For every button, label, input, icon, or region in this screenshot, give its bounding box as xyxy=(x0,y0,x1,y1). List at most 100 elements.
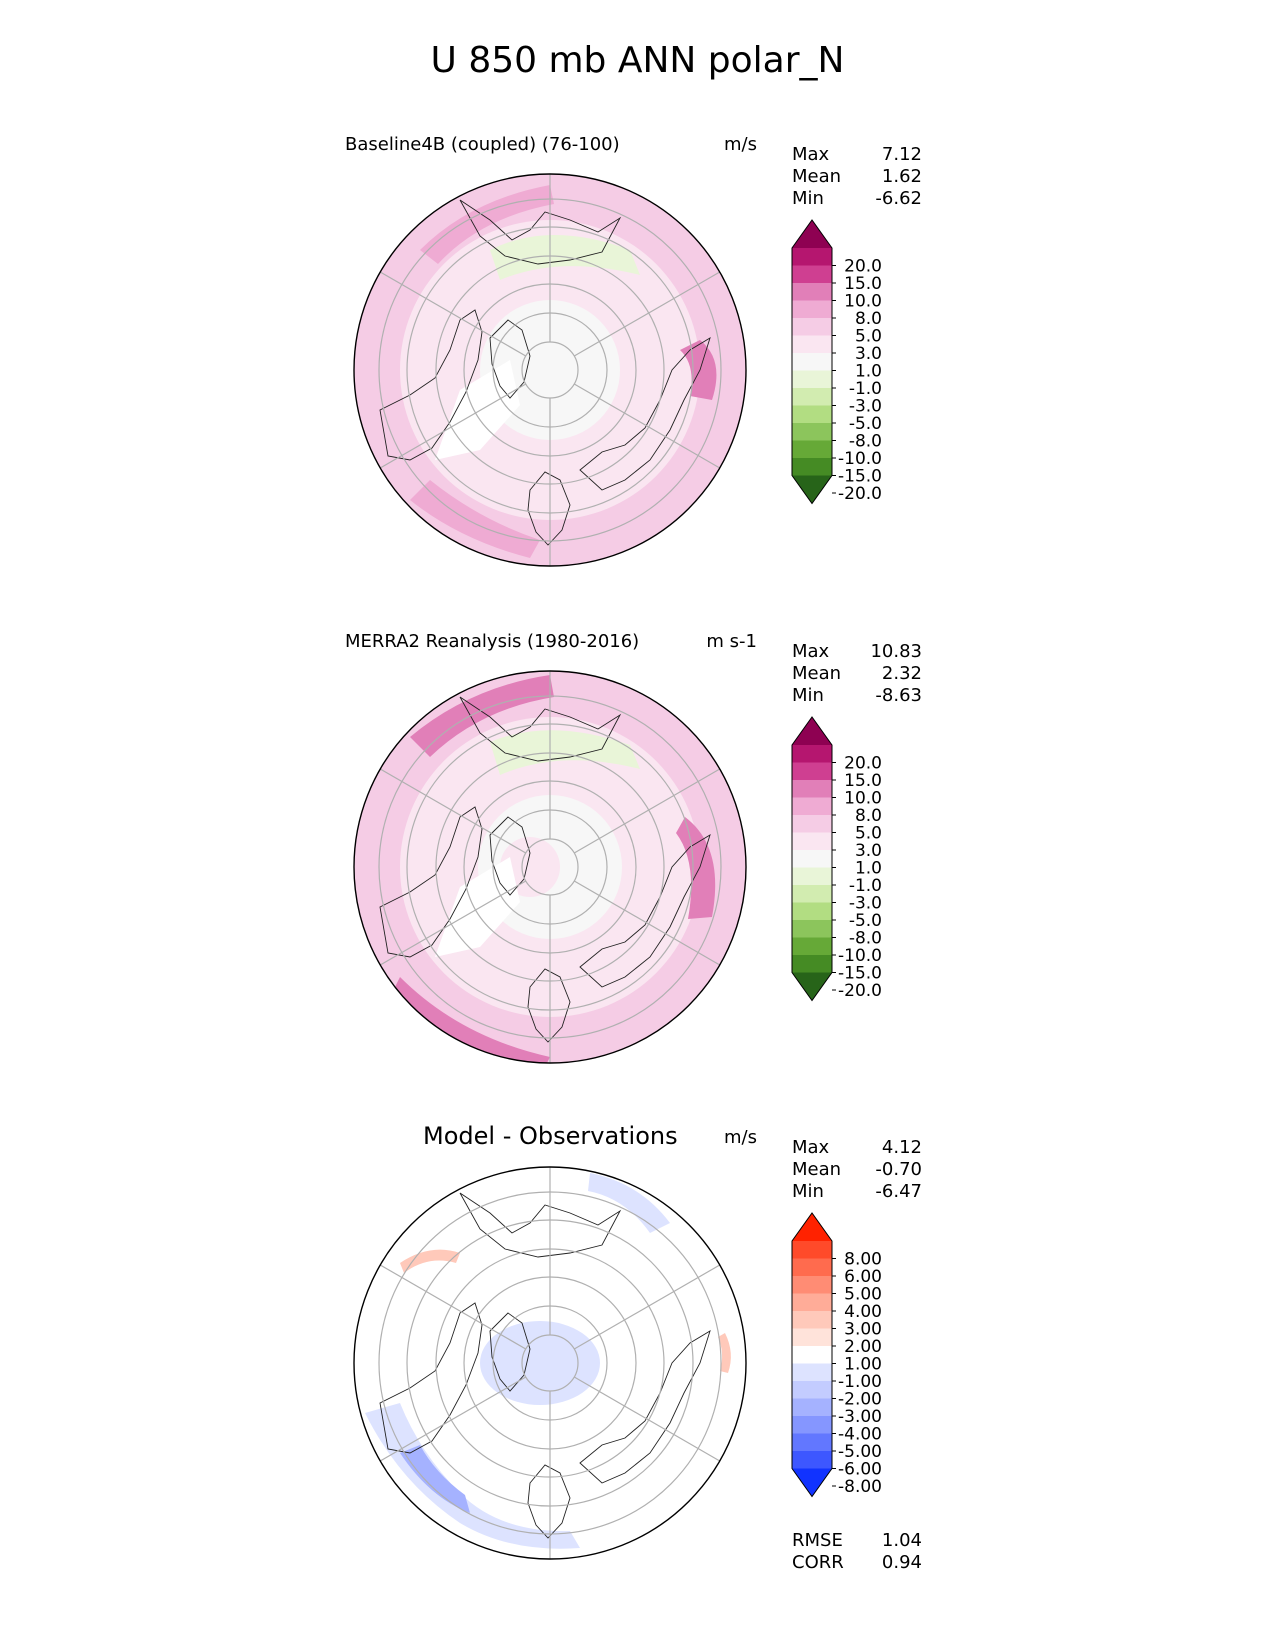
meridian-line xyxy=(573,1264,721,1350)
colorbar-tick-label: -15.0 xyxy=(838,964,882,984)
colorbar-tick-label: -3.00 xyxy=(838,1407,882,1427)
colorbar-swatch xyxy=(792,458,832,476)
panel-title: Model - Observations xyxy=(423,1122,678,1150)
colorbar-tick-label: -5.00 xyxy=(838,1442,882,1462)
colorbar-swatch xyxy=(792,1258,832,1277)
meridian-line xyxy=(573,271,721,357)
map-boundary xyxy=(353,1166,747,1560)
field-region xyxy=(400,1445,470,1513)
panel-observations: MERRA2 Reanalysis (1980-2016) m s-1 Max 1… xyxy=(0,617,1275,1107)
colorbar-swatch xyxy=(792,1433,832,1452)
coastline xyxy=(459,199,622,265)
meridian-line xyxy=(573,1376,721,1462)
meridian-line xyxy=(573,768,721,854)
colorbar-swatch xyxy=(792,440,832,459)
colorbar-swatch xyxy=(792,815,832,833)
colorbar-tick-label: 5.0 xyxy=(855,824,882,844)
panel-units: m s-1 xyxy=(706,631,757,652)
colorbar-tick-label: 1.0 xyxy=(855,362,882,382)
colorbar-swatch xyxy=(792,423,832,441)
colorbar-tick-label: -20.0 xyxy=(838,484,882,504)
panel-units: m/s xyxy=(724,134,757,155)
colorbar-tick-label: 1.00 xyxy=(844,1355,882,1375)
panel-difference: Model - Observations m/s Max 4.12 Mean -0.… xyxy=(0,1113,1275,1603)
corr-value: 0.94 xyxy=(881,1552,922,1573)
coastline xyxy=(489,1312,531,1392)
colorbar-tick-label: 15.0 xyxy=(844,771,882,791)
colorbar-tick-label: -20.0 xyxy=(838,981,882,1001)
stat-mean: 2.32 xyxy=(881,663,922,684)
stat-max: 7.12 xyxy=(881,144,922,165)
stat-mean-label: Mean xyxy=(792,663,842,684)
colorbar-swatch xyxy=(792,283,832,301)
colorbar: 20.015.010.08.05.03.01.0-1.0-3.0-5.0-8.0… xyxy=(791,716,882,1002)
stat-min-label: Min xyxy=(792,188,824,209)
colorbar-swatch xyxy=(792,1311,832,1329)
stat-max: 10.83 xyxy=(870,641,922,662)
colorbar-swatch xyxy=(792,885,832,903)
colorbar-tick-label: -8.0 xyxy=(849,929,882,949)
rmse-value: 1.04 xyxy=(881,1530,922,1551)
colorbar-swatch xyxy=(792,1398,832,1417)
colorbar-swatch xyxy=(792,920,832,938)
colorbar-swatch xyxy=(792,762,832,781)
coastline xyxy=(379,309,483,461)
polar-map xyxy=(353,670,747,1064)
stat-mean-label: Mean xyxy=(792,1159,842,1180)
stat-max-label: Max xyxy=(792,144,830,165)
colorbar-swatch xyxy=(792,867,832,886)
coastline xyxy=(459,1192,622,1258)
coastline xyxy=(579,1330,711,1484)
colorbar-tick-label: -3.0 xyxy=(849,894,882,914)
meridian-line xyxy=(573,880,721,966)
colorbar-swatch xyxy=(792,318,832,336)
map-field xyxy=(354,174,746,566)
coastline xyxy=(379,1302,483,1454)
meridian-line xyxy=(379,383,527,469)
colorbar-extend-min xyxy=(792,972,832,1001)
colorbar-tick-label: -15.0 xyxy=(838,467,882,487)
coastline xyxy=(379,806,483,958)
stats-box: Max 4.12 Mean -0.70 Min -6.47 xyxy=(792,1137,922,1203)
coastline xyxy=(579,337,711,491)
field-region xyxy=(718,1333,731,1373)
colorbar-swatch xyxy=(792,265,832,284)
colorbar-swatch xyxy=(792,832,832,851)
field-region xyxy=(680,340,717,400)
colorbar-tick-label: -2.00 xyxy=(838,1390,882,1410)
field-region xyxy=(588,1173,670,1233)
meridian-line xyxy=(379,768,527,854)
colorbar-tick-label: 3.0 xyxy=(855,344,882,364)
colorbar-extend-max xyxy=(792,1213,832,1241)
colorbar-swatch xyxy=(792,1241,832,1259)
metrics-box: RMSE 1.04 CORR 0.94 xyxy=(792,1530,922,1574)
colorbar-tick-label: 20.0 xyxy=(844,754,882,774)
colorbar-tick-label: -1.00 xyxy=(838,1372,882,1392)
stat-min: -6.47 xyxy=(875,1181,922,1202)
colorbar-swatch xyxy=(792,1451,832,1469)
colorbar-tick-label: -5.0 xyxy=(849,414,882,434)
meridian-line xyxy=(379,1264,527,1350)
colorbar-tick-label: -10.0 xyxy=(838,946,882,966)
stat-min: -6.62 xyxy=(875,188,922,209)
field-region xyxy=(676,817,716,919)
colorbar-swatch xyxy=(792,1293,832,1312)
figure-title: U 850 mb ANN polar_N xyxy=(430,40,845,81)
colorbar-extend-min xyxy=(792,475,832,504)
rmse-label: RMSE xyxy=(792,1530,843,1551)
stat-min: -8.63 xyxy=(875,685,922,706)
field-region xyxy=(400,1249,460,1273)
colorbar-tick-label: 5.0 xyxy=(855,327,882,347)
colorbar-swatch xyxy=(792,1363,832,1382)
map-field xyxy=(354,1167,746,1559)
colorbar-swatch xyxy=(792,780,832,798)
colorbar-swatch xyxy=(792,1276,832,1294)
colorbar-swatch xyxy=(792,902,832,921)
coastline xyxy=(579,834,711,988)
colorbar-extend-max xyxy=(792,717,832,745)
colorbar-extend-max xyxy=(792,220,832,248)
coastline xyxy=(489,816,531,896)
map-boundary xyxy=(353,173,747,567)
panel-units: m/s xyxy=(724,1127,757,1148)
colorbar-swatch xyxy=(792,405,832,424)
